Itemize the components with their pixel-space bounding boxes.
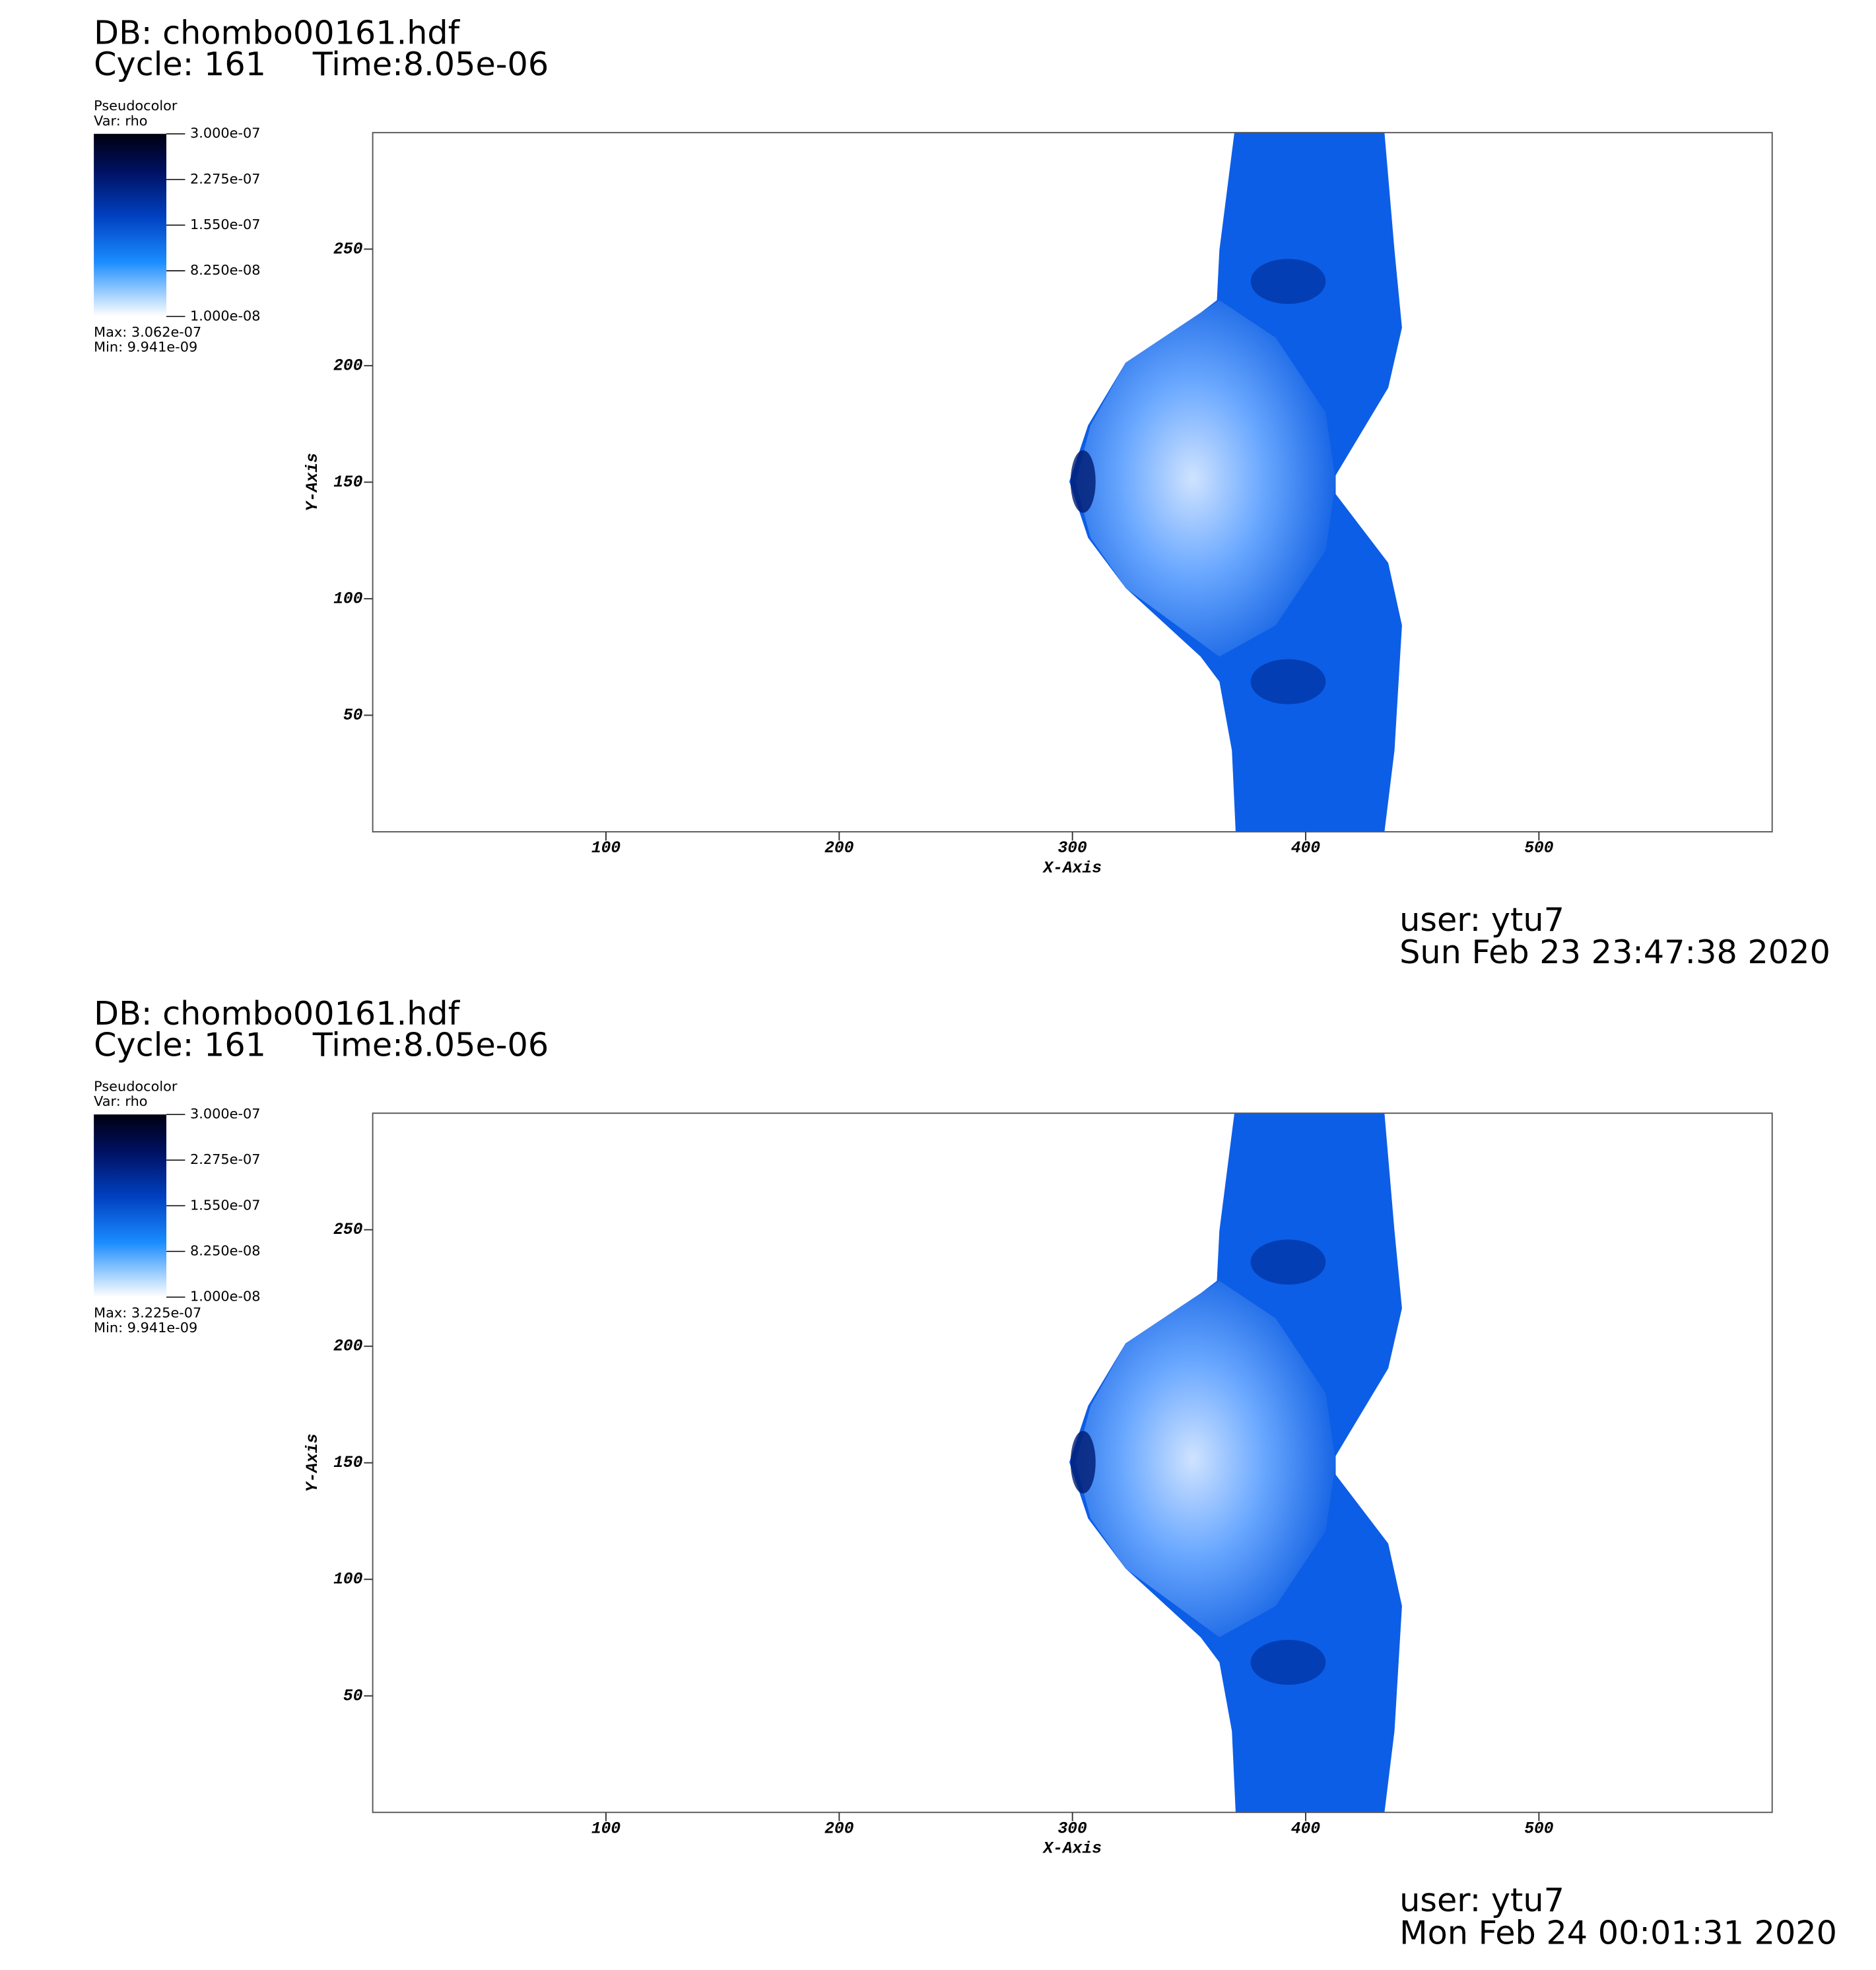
legend-title: Pseudocolor bbox=[94, 1078, 178, 1094]
user-label: user: ytu7 bbox=[1399, 1881, 1564, 1919]
x-tick-label: 400 bbox=[1291, 1820, 1321, 1838]
y-tick-label: 200 bbox=[333, 1338, 363, 1356]
colorbar-tick-label: 2.275e-07 bbox=[190, 171, 260, 187]
max-label: Max: 3.225e-07 bbox=[94, 1305, 201, 1320]
y-tick-label: 150 bbox=[333, 474, 363, 492]
y-tick-label: 250 bbox=[333, 241, 363, 259]
x-tick-label: 300 bbox=[1058, 840, 1088, 858]
colorbar-tick-label: 1.550e-07 bbox=[190, 217, 260, 232]
density-dense bbox=[1250, 1639, 1326, 1685]
density-dense bbox=[1070, 450, 1096, 513]
db-label: DB: chombo00161.hdf bbox=[94, 14, 461, 52]
density-dense bbox=[1250, 659, 1326, 704]
min-label: Min: 9.941e-09 bbox=[94, 339, 197, 355]
x-tick-label: 200 bbox=[824, 840, 854, 858]
time-label: Time:8.05e-06 bbox=[312, 1025, 549, 1064]
density-dense bbox=[1070, 1431, 1096, 1494]
x-tick-label: 500 bbox=[1524, 840, 1554, 858]
db-label: DB: chombo00161.hdf bbox=[94, 994, 461, 1033]
y-tick-label: 100 bbox=[333, 1571, 363, 1589]
legend-title: Pseudocolor bbox=[94, 98, 178, 114]
y-axis-label: Y-Axis bbox=[304, 453, 322, 512]
colorbar bbox=[94, 133, 167, 317]
legend-variable: Var: rho bbox=[94, 113, 147, 129]
x-tick-label: 100 bbox=[591, 1820, 621, 1838]
density-dense bbox=[1250, 1239, 1326, 1285]
cycle-label: Cycle: 161 bbox=[94, 1025, 266, 1064]
density-field-inner bbox=[1075, 300, 1336, 657]
colorbar-tick-label: 1.550e-07 bbox=[190, 1197, 260, 1213]
y-tick-label: 250 bbox=[333, 1221, 363, 1239]
date-label: Sun Feb 23 23:47:38 2020 bbox=[1399, 933, 1830, 971]
density-field-inner bbox=[1075, 1281, 1336, 1638]
y-tick-label: 200 bbox=[333, 357, 363, 375]
min-label: Min: 9.941e-09 bbox=[94, 1320, 197, 1336]
colorbar-tick-label: 2.275e-07 bbox=[190, 1151, 260, 1167]
colorbar-tick-label: 3.000e-07 bbox=[190, 1106, 260, 1122]
x-axis-label: X-Axis bbox=[1042, 860, 1102, 877]
y-tick-label: 100 bbox=[333, 590, 363, 608]
colorbar-tick-label: 8.250e-08 bbox=[190, 1243, 260, 1259]
y-axis-label: Y-Axis bbox=[304, 1433, 322, 1492]
date-label: Mon Feb 24 00:01:31 2020 bbox=[1399, 1913, 1837, 1952]
x-axis-label: X-Axis bbox=[1042, 1841, 1102, 1858]
y-tick-label: 150 bbox=[333, 1454, 363, 1472]
legend-variable: Var: rho bbox=[94, 1093, 147, 1109]
x-tick-label: 400 bbox=[1291, 840, 1321, 858]
max-label: Max: 3.062e-07 bbox=[94, 324, 201, 340]
colorbar-tick-label: 1.000e-08 bbox=[190, 308, 260, 323]
x-tick-label: 100 bbox=[591, 840, 621, 858]
cycle-label: Cycle: 161 bbox=[94, 45, 266, 83]
x-tick-label: 500 bbox=[1524, 1820, 1554, 1838]
density-dense bbox=[1250, 259, 1326, 304]
colorbar-tick-label: 3.000e-07 bbox=[190, 125, 260, 141]
colorbar-tick-label: 1.000e-08 bbox=[190, 1289, 260, 1305]
y-tick-label: 50 bbox=[343, 707, 363, 725]
x-tick-label: 300 bbox=[1058, 1820, 1088, 1838]
user-label: user: ytu7 bbox=[1399, 900, 1564, 939]
x-tick-label: 200 bbox=[824, 1820, 854, 1838]
time-label: Time:8.05e-06 bbox=[312, 45, 549, 83]
colorbar bbox=[94, 1114, 167, 1297]
y-tick-label: 50 bbox=[343, 1687, 363, 1705]
colorbar-tick-label: 8.250e-08 bbox=[190, 262, 260, 278]
